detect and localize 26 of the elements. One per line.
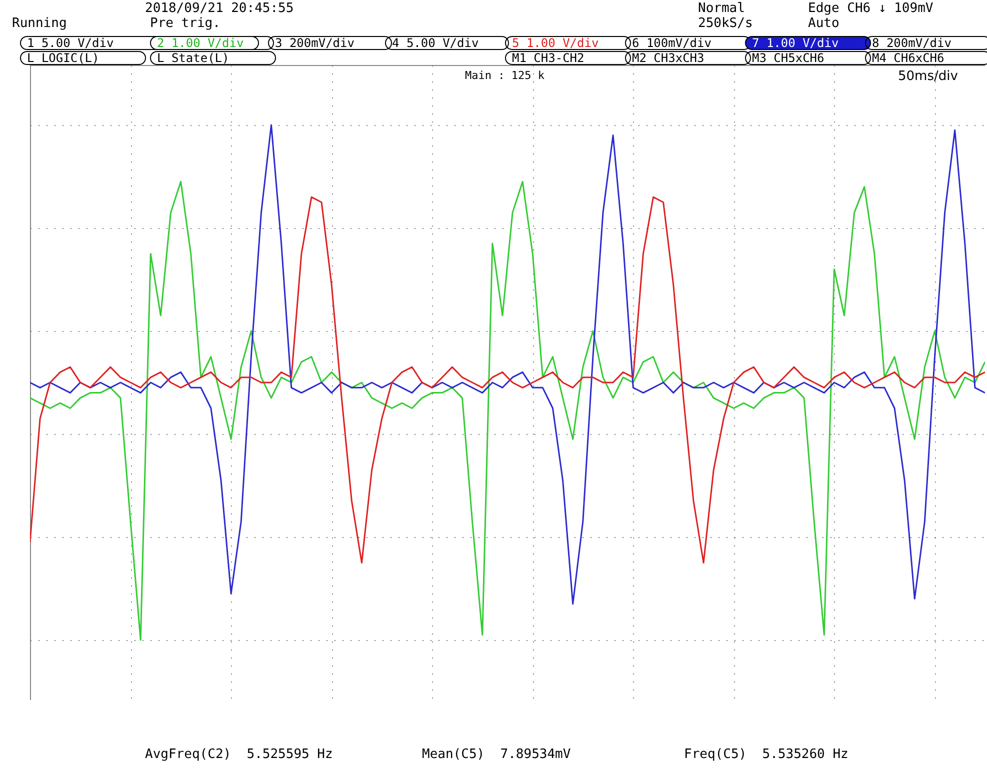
- text: 7 1.00 V/div: [745, 36, 871, 50]
- text: 8 200mV/div: [865, 36, 987, 50]
- text: M2 CH3xCH3: [625, 51, 751, 65]
- text: 5 1.00 V/div: [505, 36, 631, 50]
- text: L State(L): [150, 51, 276, 65]
- text: 2 1.00 V/div: [150, 36, 274, 50]
- text: 250kS/s: [698, 16, 753, 31]
- text: 6 100mV/div: [625, 36, 751, 50]
- text: Main : 125 k: [465, 69, 544, 83]
- text: Running: [12, 16, 67, 31]
- text: Normal: [698, 1, 745, 16]
- text: 50ms/div: [898, 69, 958, 84]
- text: Pre trig.: [150, 16, 220, 31]
- text: L LOGIC(L): [20, 51, 146, 65]
- text: M4 CH6xCH6: [865, 51, 987, 65]
- text: Edge CH6 ↓ 109mV: [808, 1, 934, 16]
- text: Freq(C5) 5.535260 Hz: [684, 747, 848, 762]
- text: 3 200mV/div: [268, 36, 392, 50]
- text: Auto: [808, 16, 840, 31]
- text: 4 5.00 V/div: [385, 36, 509, 50]
- text: M1 CH3-CH2: [505, 51, 631, 65]
- text: 2018/09/21 20:45:55: [145, 1, 294, 16]
- text: 1 5.00 V/div: [27, 36, 114, 50]
- text: AvgFreq(C2) 5.525595 Hz: [145, 747, 333, 762]
- text: M3 CH5xCH6: [745, 51, 871, 65]
- text: Mean(C5) 7.89534mV: [422, 747, 571, 762]
